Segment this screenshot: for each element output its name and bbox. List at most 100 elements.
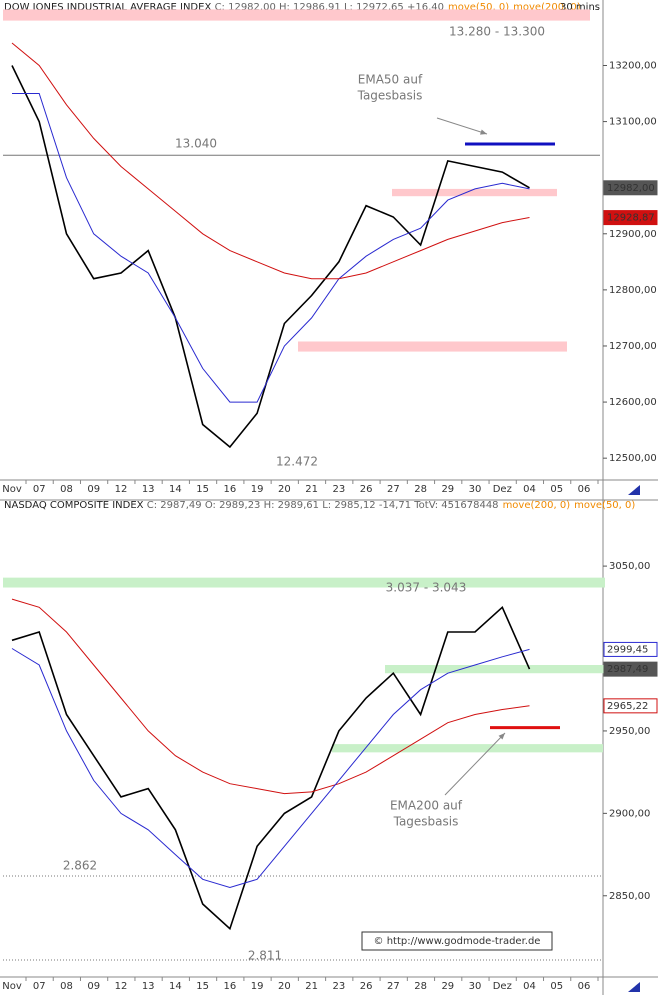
price-label-box bbox=[603, 661, 658, 677]
x-tick-label: Nov bbox=[2, 484, 22, 495]
x-tick-label: 27 bbox=[387, 484, 400, 495]
ema-line bbox=[12, 93, 530, 403]
x-tick-label: 23 bbox=[332, 981, 345, 992]
x-tick-label: 16 bbox=[224, 484, 237, 495]
x-tick-label: 04 bbox=[523, 981, 536, 992]
legend-entry: move(50, 0) bbox=[448, 2, 509, 13]
annotation: 13.040 bbox=[175, 137, 217, 151]
ema-line bbox=[11, 648, 530, 889]
price-label-box bbox=[603, 210, 658, 226]
y-tick-label: 13200,00 bbox=[609, 60, 657, 71]
quote: C: 12982,00 H: 12986,91 L: 12972,65 +16,… bbox=[215, 2, 444, 13]
x-tick-label: 09 bbox=[87, 981, 100, 992]
annotation: EMA200 auf bbox=[390, 799, 463, 813]
price-label-box bbox=[603, 698, 658, 714]
price-label: 2987,49 bbox=[607, 664, 648, 675]
x-tick-label: Dez bbox=[493, 484, 512, 495]
x-tick-label: 29 bbox=[441, 981, 454, 992]
x-tick-label: 12 bbox=[115, 981, 128, 992]
x-tick-label: 14 bbox=[169, 484, 182, 495]
x-tick-label: 08 bbox=[60, 484, 73, 495]
annotation: 13.280 - 13.300 bbox=[449, 25, 545, 39]
x-tick-label: 06 bbox=[578, 981, 591, 992]
x-tick-label: 28 bbox=[414, 484, 427, 495]
arrow-head bbox=[480, 129, 487, 135]
x-tick-label: 12 bbox=[115, 484, 128, 495]
x-tick-label: 04 bbox=[523, 484, 536, 495]
x-tick-label: 06 bbox=[578, 484, 591, 495]
y-tick-label: 12900,00 bbox=[609, 229, 657, 240]
x-tick-label: 15 bbox=[196, 981, 209, 992]
price-line bbox=[11, 65, 530, 449]
price-label-box bbox=[603, 641, 658, 657]
x-tick-label: 26 bbox=[360, 981, 373, 992]
x-tick-label: 09 bbox=[87, 484, 100, 495]
x-tick-label: 19 bbox=[251, 981, 264, 992]
interval: 30 mins bbox=[560, 2, 600, 13]
x-tick-label: 26 bbox=[360, 484, 373, 495]
x-tick-label: Nov bbox=[2, 981, 22, 992]
quote: C: 2987,49 O: 2989,23 H: 2989,61 L: 2985… bbox=[147, 500, 499, 511]
credit: © http://www.godmode-trader.de bbox=[374, 936, 541, 947]
price-label: 2999,45 bbox=[607, 644, 648, 655]
y-tick-label: 2950,00 bbox=[609, 726, 650, 737]
annotation: Tagesbasis bbox=[357, 89, 423, 103]
legend-entry: move(200, 0) bbox=[513, 2, 581, 13]
ema-line bbox=[11, 598, 530, 795]
annotation: EMA50 auf bbox=[358, 73, 423, 87]
x-tick-label: 30 bbox=[469, 484, 482, 495]
x-tick-label: 30 bbox=[469, 981, 482, 992]
x-tick-label: 15 bbox=[196, 484, 209, 495]
x-tick-label: 07 bbox=[33, 484, 46, 495]
chart-header: DOW JONES INDUSTRIAL AVERAGE INDEX C: 129… bbox=[4, 2, 581, 13]
legend-entry: move(50, 0) bbox=[574, 500, 635, 511]
ema-line bbox=[11, 42, 530, 280]
chart-title: NASDAQ COMPOSITE INDEX bbox=[4, 500, 144, 511]
annotation: 3.037 - 3.043 bbox=[386, 581, 467, 595]
price-label-box bbox=[603, 180, 658, 196]
x-tick-label: 07 bbox=[33, 981, 46, 992]
x-tick-label: 21 bbox=[305, 981, 318, 992]
y-tick-label: 13100,00 bbox=[609, 117, 657, 128]
annotation-arrow bbox=[444, 732, 506, 796]
zone bbox=[332, 744, 603, 753]
x-tick-label: 05 bbox=[550, 981, 563, 992]
x-tick-label: 20 bbox=[278, 981, 291, 992]
y-tick-label: 12700,00 bbox=[609, 341, 657, 352]
x-tick-label: 23 bbox=[332, 484, 345, 495]
x-tick-label: 05 bbox=[550, 484, 563, 495]
zone bbox=[3, 9, 590, 21]
y-tick-label: 2900,00 bbox=[609, 808, 650, 819]
chart-header: NASDAQ COMPOSITE INDEX C: 2987,49 O: 2989… bbox=[4, 500, 635, 511]
legend-entry: move(200, 0) bbox=[503, 500, 571, 511]
x-tick-label: 13 bbox=[142, 981, 155, 992]
annotation-arrow bbox=[436, 117, 488, 135]
x-tick-label: 27 bbox=[387, 981, 400, 992]
credit-box bbox=[361, 931, 553, 951]
price-label: 2965,22 bbox=[607, 701, 648, 712]
annotation: 2.811 bbox=[248, 949, 282, 963]
x-tick-label: 29 bbox=[441, 484, 454, 495]
chart-title: DOW JONES INDUSTRIAL AVERAGE INDEX bbox=[4, 2, 211, 13]
x-tick-label: Dez bbox=[493, 981, 512, 992]
zone bbox=[3, 577, 605, 588]
y-tick-label: 3050,00 bbox=[609, 561, 650, 572]
x-tick-label: 08 bbox=[60, 981, 73, 992]
x-tick-label: 21 bbox=[305, 484, 318, 495]
y-tick-label: 12600,00 bbox=[609, 397, 657, 408]
x-tick-label: 28 bbox=[414, 981, 427, 992]
nav-icon[interactable] bbox=[628, 982, 640, 992]
x-tick-label: 19 bbox=[251, 484, 264, 495]
y-tick-label: 2850,00 bbox=[609, 891, 650, 902]
nav-icon[interactable] bbox=[628, 485, 640, 495]
price-label: 12982,00 bbox=[607, 183, 655, 194]
annotation: Tagesbasis bbox=[393, 815, 459, 829]
x-tick-label: 13 bbox=[142, 484, 155, 495]
x-tick-label: 14 bbox=[169, 981, 182, 992]
y-tick-label: 12500,00 bbox=[609, 453, 657, 464]
y-tick-label: 12800,00 bbox=[609, 285, 657, 296]
zone bbox=[385, 665, 605, 674]
annotation: 2.862 bbox=[63, 859, 97, 873]
